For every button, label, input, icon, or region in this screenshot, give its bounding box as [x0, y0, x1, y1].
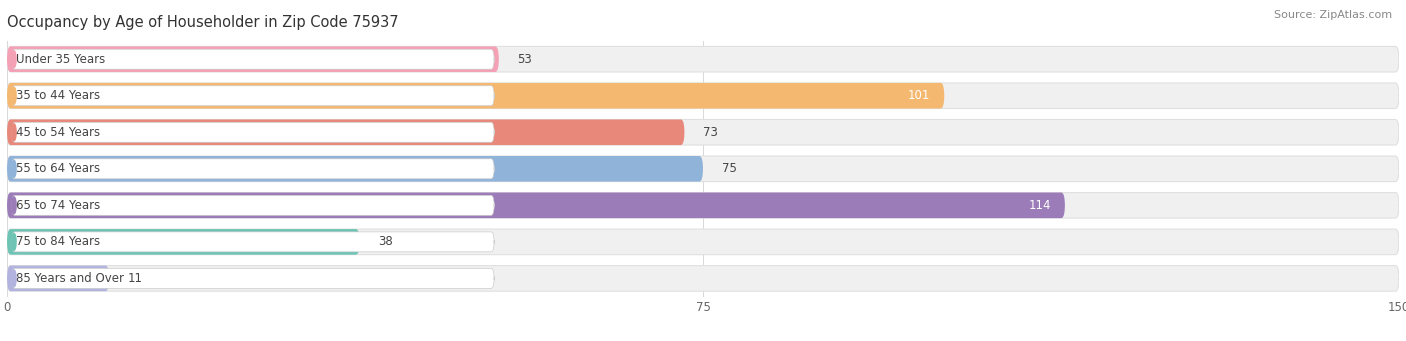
- Circle shape: [11, 270, 15, 287]
- FancyBboxPatch shape: [7, 46, 1399, 72]
- FancyBboxPatch shape: [11, 159, 495, 179]
- Text: 75 to 84 Years: 75 to 84 Years: [17, 235, 101, 248]
- FancyBboxPatch shape: [7, 193, 1064, 218]
- FancyBboxPatch shape: [11, 122, 495, 142]
- FancyBboxPatch shape: [7, 156, 703, 181]
- FancyBboxPatch shape: [7, 229, 360, 255]
- Text: 11: 11: [128, 272, 142, 285]
- Text: Source: ZipAtlas.com: Source: ZipAtlas.com: [1274, 10, 1392, 20]
- Text: Occupancy by Age of Householder in Zip Code 75937: Occupancy by Age of Householder in Zip C…: [7, 15, 399, 30]
- Text: 55 to 64 Years: 55 to 64 Years: [17, 162, 101, 175]
- FancyBboxPatch shape: [11, 232, 495, 252]
- FancyBboxPatch shape: [11, 49, 495, 69]
- FancyBboxPatch shape: [7, 266, 110, 291]
- Text: 73: 73: [703, 126, 718, 139]
- Circle shape: [11, 51, 15, 68]
- Text: 45 to 54 Years: 45 to 54 Years: [17, 126, 101, 139]
- Circle shape: [11, 197, 15, 214]
- Text: 35 to 44 Years: 35 to 44 Years: [17, 89, 101, 102]
- FancyBboxPatch shape: [7, 83, 945, 108]
- FancyBboxPatch shape: [7, 83, 1399, 108]
- FancyBboxPatch shape: [7, 46, 499, 72]
- FancyBboxPatch shape: [7, 156, 1399, 181]
- Text: 65 to 74 Years: 65 to 74 Years: [17, 199, 101, 212]
- Circle shape: [11, 124, 15, 141]
- FancyBboxPatch shape: [7, 119, 1399, 145]
- Text: 38: 38: [378, 235, 392, 248]
- Text: 101: 101: [908, 89, 931, 102]
- Text: 114: 114: [1028, 199, 1050, 212]
- FancyBboxPatch shape: [7, 266, 1399, 291]
- Circle shape: [11, 160, 15, 177]
- FancyBboxPatch shape: [7, 193, 1399, 218]
- FancyBboxPatch shape: [7, 229, 1399, 255]
- Text: Under 35 Years: Under 35 Years: [17, 53, 105, 66]
- FancyBboxPatch shape: [7, 119, 685, 145]
- Circle shape: [11, 233, 15, 250]
- Text: 75: 75: [721, 162, 737, 175]
- FancyBboxPatch shape: [11, 86, 495, 106]
- Text: 85 Years and Over: 85 Years and Over: [17, 272, 125, 285]
- Circle shape: [11, 87, 15, 104]
- FancyBboxPatch shape: [11, 268, 495, 288]
- Text: 53: 53: [517, 53, 531, 66]
- FancyBboxPatch shape: [11, 195, 495, 215]
